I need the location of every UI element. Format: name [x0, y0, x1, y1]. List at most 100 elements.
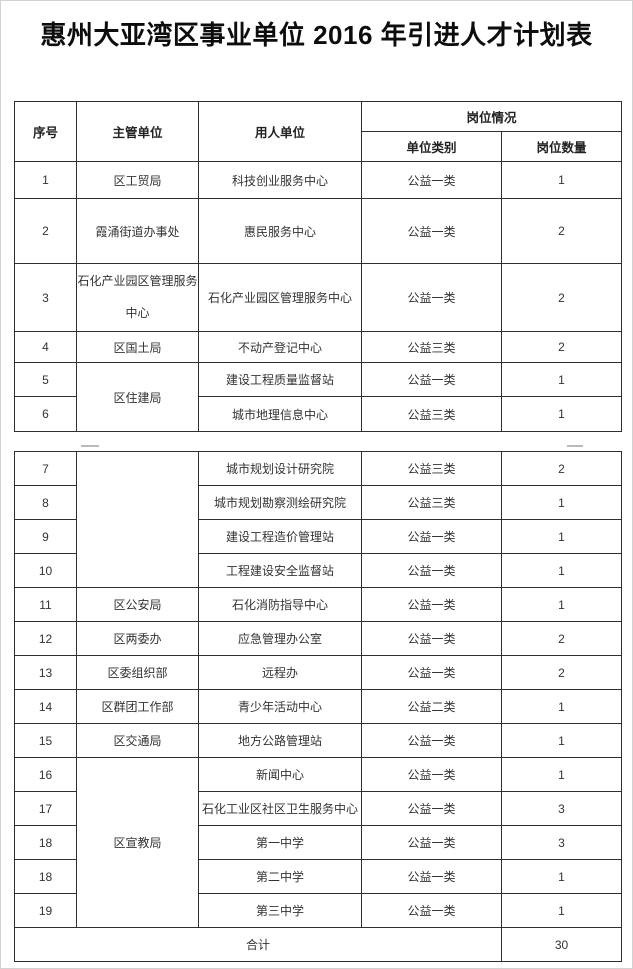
count-cell: 1: [500, 396, 623, 432]
employer-cell: 工程建设安全监督站: [198, 553, 362, 588]
row-index-cell: 10: [14, 553, 77, 588]
table-row: 4 区国土局 不动产登记中心 公益三类 2: [14, 331, 623, 363]
row-index-cell: 19: [14, 893, 77, 928]
row-index-cell: 7: [14, 451, 77, 486]
employer-cell: 第二中学: [198, 859, 362, 894]
employer-cell: 应急管理办公室: [198, 621, 362, 656]
category-cell: 公益一类: [361, 655, 502, 690]
category-cell: 公益三类: [361, 396, 502, 432]
supervisor-cell: 区两委办: [76, 621, 199, 656]
row-index-cell: 8: [14, 485, 77, 520]
employer-cell: 石化产业园区管理服务中心: [198, 263, 362, 332]
table-row: 5 区住建局 建设工程质量监督站 公益一类 1: [14, 362, 623, 432]
supervisor-cell: 石化产业园区管理服务中心: [76, 263, 199, 332]
supervisor-cell-merged: 区宣教局: [76, 757, 199, 928]
employer-cell: 新闻中心: [198, 757, 362, 792]
count-cell: 3: [501, 825, 622, 860]
category-cell: 公益一类: [361, 893, 502, 928]
table-row: 1 区工贸局 科技创业服务中心 公益一类 1: [14, 161, 623, 199]
count-cell: 2: [501, 621, 622, 656]
category-cell: 公益一类: [361, 362, 502, 397]
col-header-category: 单位类别: [361, 131, 502, 162]
category-cell: 公益一类: [361, 161, 502, 199]
employer-cell: 惠民服务中心: [198, 198, 362, 264]
category-cell: 公益一类: [361, 825, 502, 860]
row-index-cell: 16: [14, 757, 77, 792]
row-index-cell: 2: [14, 198, 77, 264]
table-row: 11 区公安局 石化消防指导中心 公益一类 1: [14, 587, 622, 622]
count-cell: 2: [500, 331, 623, 363]
category-cell: 公益一类: [361, 859, 502, 894]
count-cell: 3: [501, 791, 622, 826]
row-index-cell: 12: [14, 621, 77, 656]
row-index-cell: 3: [14, 263, 77, 332]
count-cell: 1: [501, 859, 622, 894]
employer-cell: 远程办: [198, 655, 362, 690]
count-cell: 1: [501, 757, 622, 792]
supervisor-cell: 区委组织部: [76, 655, 199, 690]
supervisor-cell: 区国土局: [76, 331, 199, 363]
category-cell: 公益三类: [361, 485, 502, 520]
count-cell: 1: [500, 161, 623, 199]
count-cell: 2: [500, 263, 623, 332]
supervisor-cell: 区交通局: [76, 723, 199, 758]
count-cell: 1: [501, 893, 622, 928]
count-cell: 2: [500, 198, 623, 264]
page-break-tick: [567, 445, 583, 447]
page-break-tick: [81, 445, 99, 447]
plan-table-page-1: 序号 主管单位 用人单位 岗位情况 单位类别 岗位数量 1 区工贸局 科技创业服…: [14, 101, 623, 432]
plan-table-page-2: 7 城市规划设计研究院 公益三类 2 8 城市规划勘察测绘研究院 公益三类 1 …: [14, 451, 622, 962]
employer-cell: 城市规划设计研究院: [198, 451, 362, 486]
row-index-cell: 6: [14, 396, 77, 432]
supervisor-cell: 区公安局: [76, 587, 199, 622]
category-cell: 公益一类: [361, 723, 502, 758]
count-cell: 1: [500, 362, 623, 397]
category-cell: 公益二类: [361, 689, 502, 724]
table-row: 3 石化产业园区管理服务中心 石化产业园区管理服务中心 公益一类 2: [14, 263, 623, 332]
row-index-cell: 9: [14, 519, 77, 554]
category-cell: 公益一类: [361, 263, 502, 332]
row-index-cell: 5: [14, 362, 77, 397]
row-index-cell: 17: [14, 791, 77, 826]
total-value-cell: 30: [501, 927, 622, 962]
employer-cell: 科技创业服务中心: [198, 161, 362, 199]
supervisor-cell-merged-empty: [76, 451, 199, 588]
row-index-cell: 18: [14, 825, 77, 860]
table-row: 18 第一中学 公益一类 3: [14, 825, 622, 860]
row-index-cell: 14: [14, 689, 77, 724]
row-index-cell: 13: [14, 655, 77, 690]
category-cell: 公益三类: [361, 451, 502, 486]
total-row: 合计 30: [14, 927, 622, 962]
table-row: 18 第二中学 公益一类 1: [14, 859, 622, 894]
row-index-cell: 1: [14, 161, 77, 199]
table-row: 16 区宣教局 新闻中心 公益一类 1: [14, 757, 622, 928]
employer-cell: 第一中学: [198, 825, 362, 860]
category-cell: 公益一类: [361, 519, 502, 554]
count-cell: 2: [501, 451, 622, 486]
col-header-count: 岗位数量: [500, 131, 623, 162]
table-row: 14 区群团工作部 青少年活动中心 公益二类 1: [14, 689, 622, 724]
row-index-cell: 4: [14, 331, 77, 363]
category-cell: 公益一类: [361, 587, 502, 622]
header-row-top: 序号 主管单位 用人单位 岗位情况: [14, 101, 623, 162]
employer-cell: 石化工业区社区卫生服务中心: [198, 791, 362, 826]
col-header-position-group: 岗位情况: [360, 101, 623, 132]
employer-cell: 青少年活动中心: [198, 689, 362, 724]
table-row: 19 第三中学 公益一类 1: [14, 893, 622, 928]
category-cell: 公益一类: [361, 757, 502, 792]
table-row: 13 区委组织部 远程办 公益一类 2: [14, 655, 622, 690]
employer-cell: 石化消防指导中心: [198, 587, 362, 622]
employer-cell: 建设工程质量监督站: [198, 362, 362, 397]
employer-cell: 城市地理信息中心: [198, 396, 362, 432]
page-title: 惠州大亚湾区事业单位 2016 年引进人才计划表: [40, 20, 593, 50]
supervisor-cell: 霞涌街道办事处: [76, 198, 199, 264]
category-cell: 公益一类: [361, 621, 502, 656]
supervisor-cell: 区工贸局: [76, 161, 199, 199]
table-row: 2 霞涌街道办事处 惠民服务中心 公益一类 2: [14, 198, 623, 264]
employer-cell: 不动产登记中心: [198, 331, 362, 363]
employer-cell: 建设工程造价管理站: [198, 519, 362, 554]
employer-cell: 城市规划勘察测绘研究院: [198, 485, 362, 520]
count-cell: 1: [501, 519, 622, 554]
count-cell: 1: [501, 485, 622, 520]
